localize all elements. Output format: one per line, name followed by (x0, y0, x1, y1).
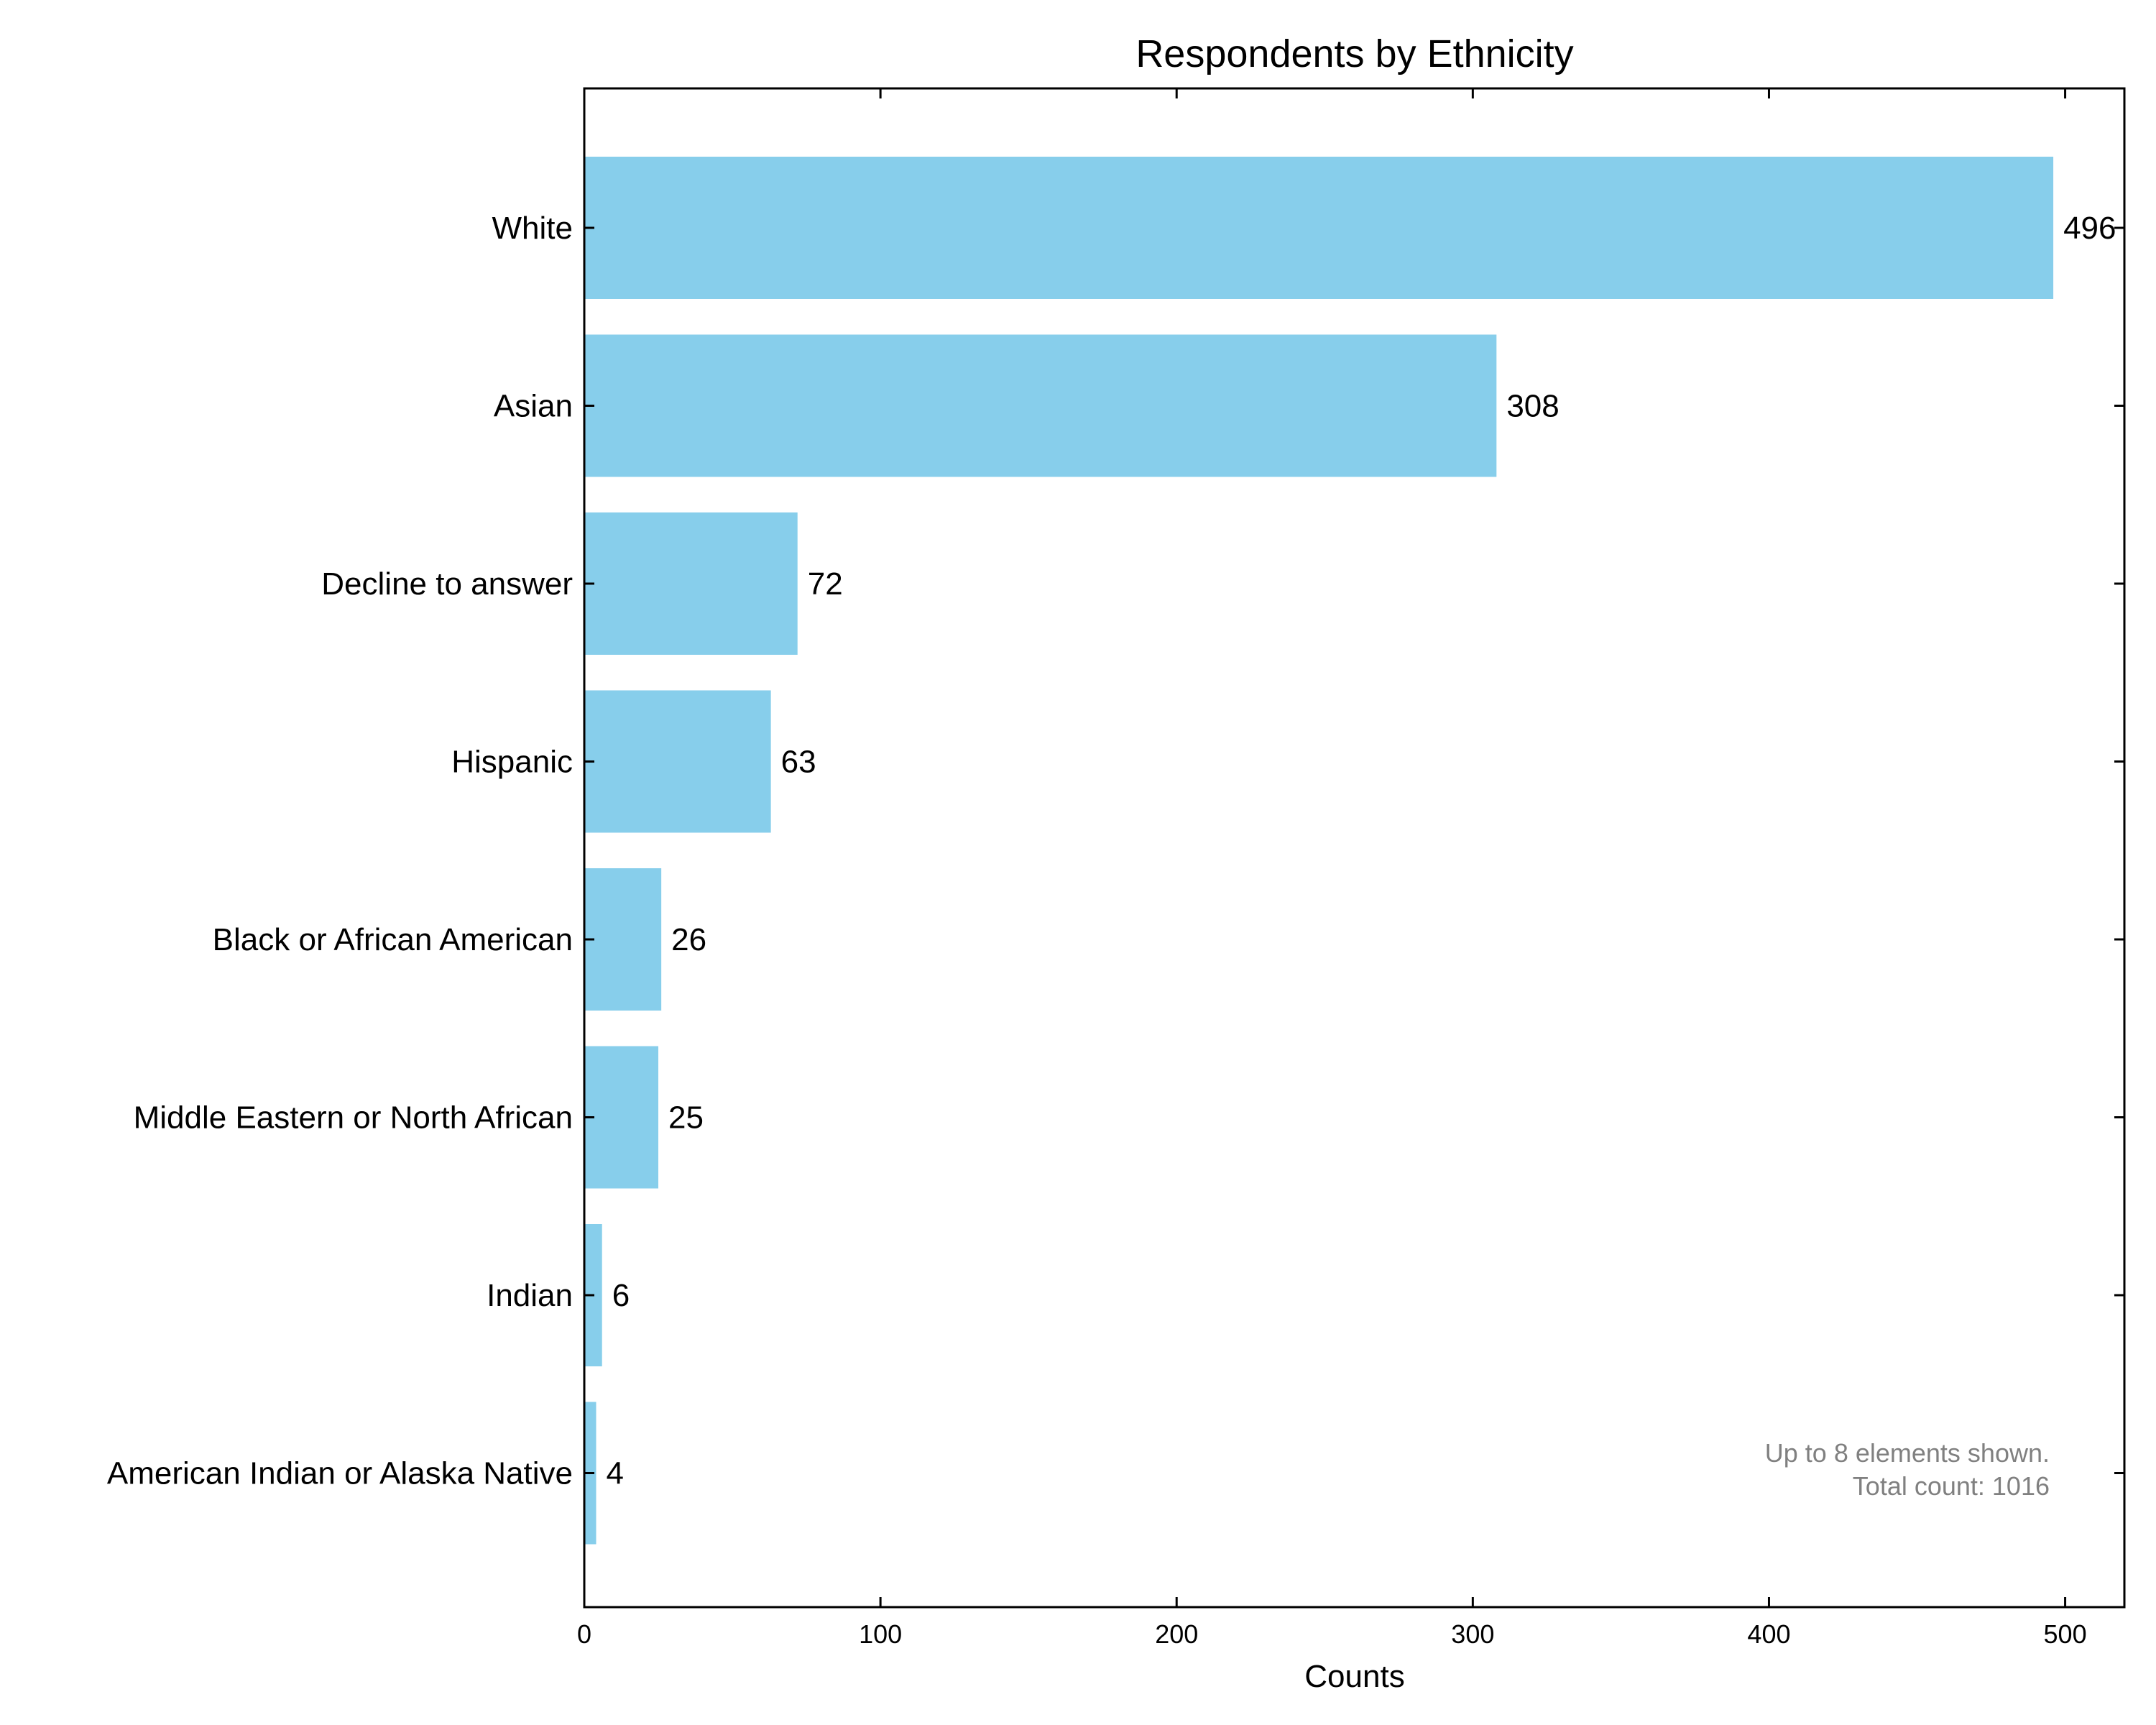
category-label-decline-to-answer: Decline to answer (321, 566, 573, 602)
category-label-indian: Indian (487, 1278, 573, 1313)
ticks-group: White Asian Decline to answer Hispanic Black… (107, 88, 2124, 1649)
value-label-asian: 308 (1506, 389, 1559, 424)
bars-group: 496 308 72 63 26 25 6 4 (584, 157, 2116, 1545)
bar-middle-eastern-or-north-african (584, 1046, 659, 1189)
bar-black-or-african-american (584, 868, 662, 1011)
category-label-american-indian-or-alaska-native: American Indian or Alaska Native (107, 1456, 573, 1491)
category-label-middle-eastern-or-north-african: Middle Eastern or North African (134, 1100, 573, 1136)
bar-hispanic (584, 690, 771, 833)
value-label-white: 496 (2063, 211, 2116, 246)
bar-asian (584, 334, 1497, 477)
x-tick-label-500: 500 (2044, 1619, 2087, 1649)
x-tick-label-200: 200 (1155, 1619, 1198, 1649)
x-tick-label-100: 100 (859, 1619, 902, 1649)
category-label-hispanic: Hispanic (451, 745, 573, 780)
value-label-hispanic: 63 (781, 745, 816, 780)
value-label-black-or-african-american: 26 (671, 922, 706, 957)
value-label-decline-to-answer: 72 (808, 566, 843, 602)
plot-area-frame (583, 87, 2126, 1609)
annotation-total-count: Total count: 1016 (1853, 1471, 2050, 1501)
x-tick-label-0: 0 (577, 1619, 591, 1649)
value-label-middle-eastern-or-north-african: 25 (668, 1100, 704, 1136)
category-label-black-or-african-american: Black or African American (213, 922, 573, 957)
x-tick-label-300: 300 (1451, 1619, 1494, 1649)
x-tick-label-400: 400 (1747, 1619, 1790, 1649)
chart-title: Respondents by Ethnicity (1135, 32, 1573, 75)
bar-white (584, 157, 2054, 299)
bar-decline-to-answer (584, 512, 798, 655)
x-axis-label: Counts (1304, 1659, 1404, 1694)
value-label-indian: 6 (612, 1278, 630, 1313)
category-label-white: White (492, 211, 573, 246)
category-label-asian: Asian (494, 389, 573, 424)
annotation-elements-shown: Up to 8 elements shown. (1765, 1438, 2050, 1468)
value-label-american-indian-or-alaska-native: 4 (606, 1456, 623, 1491)
